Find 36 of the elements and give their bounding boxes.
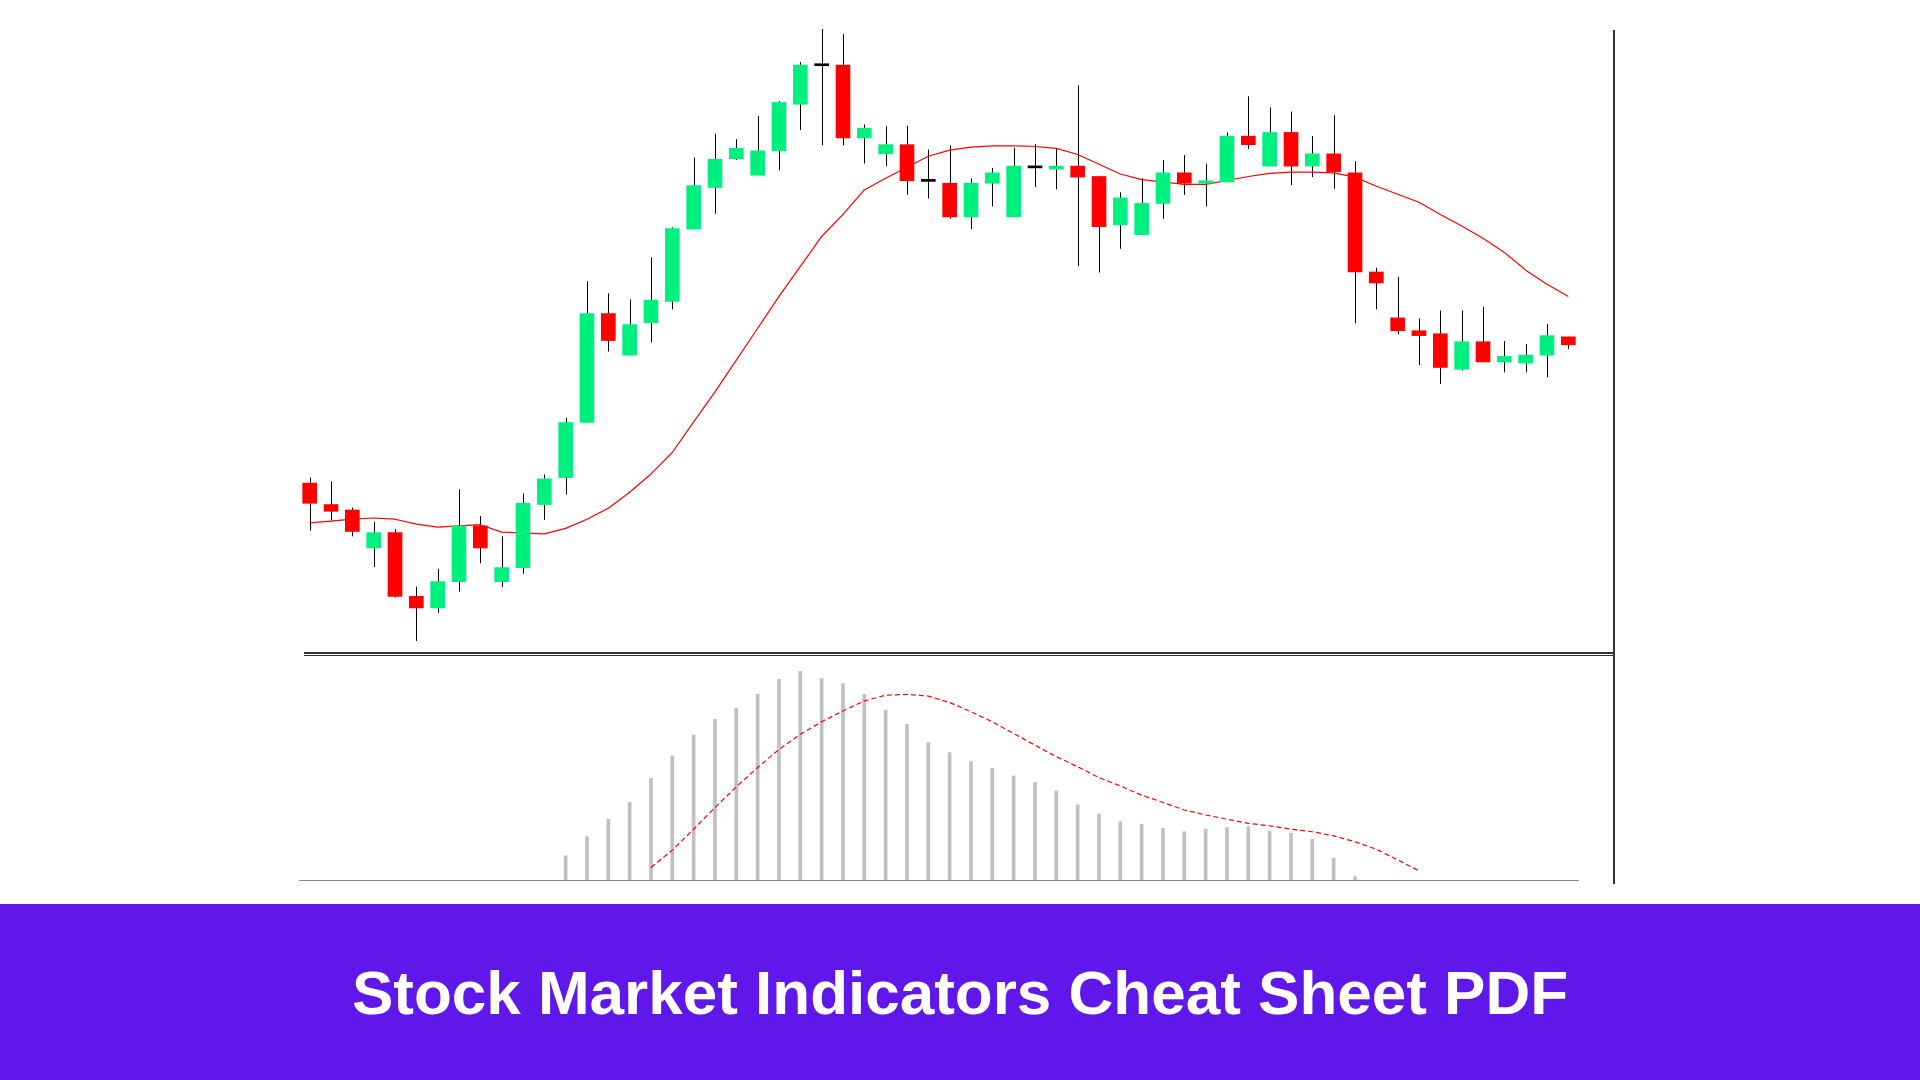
candlestick [1411, 317, 1427, 366]
candlestick [409, 586, 424, 642]
candlestick [1369, 267, 1384, 310]
candlestick [921, 149, 936, 200]
candlestick [1475, 306, 1491, 363]
bar [1289, 833, 1293, 880]
bar [841, 683, 845, 880]
candlestick [1177, 154, 1192, 196]
bar [649, 778, 653, 880]
candlestick [1539, 323, 1555, 378]
candlestick [985, 167, 1000, 207]
candlestick [729, 138, 744, 161]
candlestick [1497, 340, 1512, 373]
bar [1161, 828, 1165, 880]
candlestick [323, 480, 339, 521]
candlestick [1518, 343, 1533, 373]
bar [585, 836, 589, 880]
bar [1097, 813, 1101, 880]
bar [905, 723, 909, 880]
bar [777, 679, 781, 880]
candlestick [1305, 135, 1320, 178]
text: Stock Market Indicators Cheat Sheet PDF [0, 904, 1920, 1080]
candlestick [1241, 95, 1256, 150]
candlestick [814, 28, 829, 146]
candlestick [643, 256, 659, 343]
bar [1033, 782, 1037, 880]
candlestick [1198, 163, 1213, 207]
bar [969, 761, 973, 880]
bar [1225, 827, 1229, 880]
candlestick [366, 521, 381, 568]
bar [1353, 876, 1357, 880]
candlestick [1390, 276, 1405, 335]
candlestick [878, 125, 893, 167]
candlestick [494, 535, 509, 588]
candlestick [857, 123, 872, 165]
bar [713, 718, 717, 880]
